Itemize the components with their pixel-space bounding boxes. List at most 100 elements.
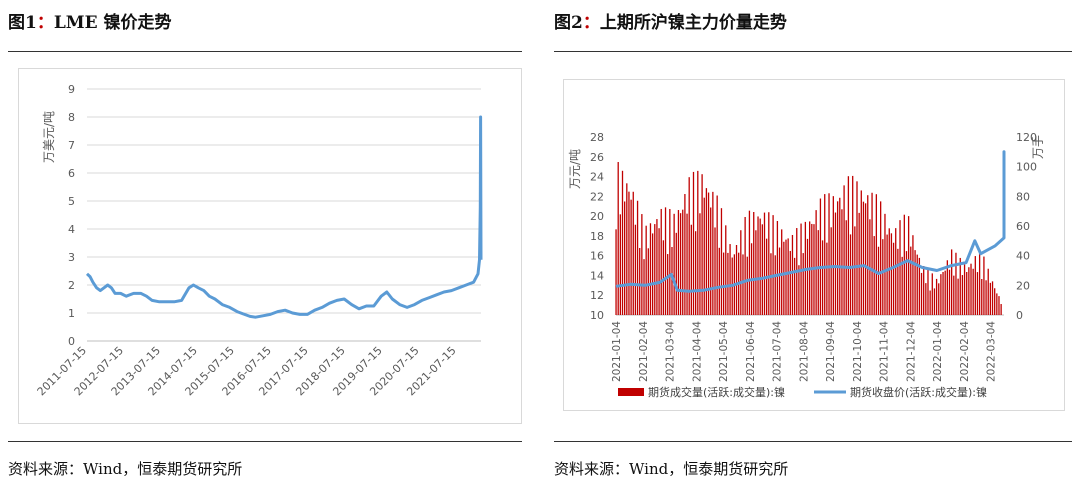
volume-bar xyxy=(619,214,622,315)
right-title-text: 上期所沪镍主力价量走势 xyxy=(599,13,787,33)
volume-bar xyxy=(714,227,716,315)
volume-bar xyxy=(785,239,787,315)
volume-bar xyxy=(968,267,970,315)
volume-bar xyxy=(699,213,701,315)
volume-bar xyxy=(669,209,671,315)
volume-bar xyxy=(918,257,921,315)
y-left-tick-label: 14 xyxy=(590,269,604,282)
volume-bar xyxy=(697,170,699,315)
volume-bar xyxy=(923,265,925,315)
x-tick-label: 2021-03-04 xyxy=(665,321,677,382)
volume-bar xyxy=(953,275,955,315)
volume-bars xyxy=(615,162,1002,315)
volume-bar xyxy=(828,193,830,315)
volume-bar xyxy=(877,246,880,315)
volume-bar xyxy=(976,272,979,315)
volume-bar xyxy=(634,224,637,315)
left-source-note: 资料来源：Wind，恒泰期货研究所 xyxy=(8,460,243,478)
volume-bar xyxy=(798,265,800,315)
volume-bar xyxy=(679,213,682,315)
y-tick-label: 9 xyxy=(68,83,75,96)
volume-bar xyxy=(688,177,690,315)
volume-bar xyxy=(852,175,854,315)
volume-bar xyxy=(860,190,862,315)
volume-bar xyxy=(677,210,680,315)
y-axis-label: 万美元/吨 xyxy=(42,111,56,163)
volume-bar xyxy=(849,234,852,315)
volume-bar xyxy=(836,201,839,315)
volume-bar xyxy=(946,260,949,315)
volume-bar xyxy=(660,208,662,315)
volume-bar xyxy=(744,216,746,315)
volume-bar xyxy=(781,229,783,315)
volume-bar xyxy=(862,201,865,315)
y-left-tick-label: 24 xyxy=(590,171,604,184)
volume-bar xyxy=(682,209,684,315)
volume-bar xyxy=(942,271,944,315)
volume-bar xyxy=(770,253,772,315)
volume-bar xyxy=(673,213,675,315)
x-tick-label: 2021-05-04 xyxy=(718,321,730,382)
legend-bar-label: 期货成交量(活跃:成交量):镍 xyxy=(648,385,785,399)
legend-line-label: 期货收盘价(活跃:成交量):镍 xyxy=(850,385,987,399)
x-tick-label: 2022-02-04 xyxy=(959,321,971,382)
volume-bar xyxy=(935,278,938,315)
volume-bar xyxy=(989,282,992,315)
volume-bar xyxy=(742,254,744,315)
x-tick-label: 2021-01-04 xyxy=(611,321,623,382)
shfe-nickel-chart: 10 12 14 16 18 20 22 24 26 28 0 20 40 60 80 100 120 万元/吨 万… xyxy=(568,131,1045,399)
y-left-tick-label: 12 xyxy=(590,289,604,302)
x-tick-label: 2021-10-04 xyxy=(852,321,864,382)
y-right-tick-label: 40 xyxy=(1016,250,1030,263)
y-tick-label: 4 xyxy=(68,223,75,236)
x-tick-label: 2021-08-04 xyxy=(798,321,810,382)
volume-bar xyxy=(819,198,822,315)
right-title-prefix: 图2 xyxy=(554,13,583,33)
volume-bar xyxy=(871,192,873,315)
volume-bar xyxy=(710,207,712,315)
volume-bar xyxy=(925,283,927,315)
volume-bar xyxy=(705,188,708,315)
right-top-rule xyxy=(554,51,1072,52)
volume-bar xyxy=(654,224,656,315)
y-left-tick-label: 18 xyxy=(590,230,604,243)
volume-bar xyxy=(864,203,867,315)
volume-bar xyxy=(662,240,665,315)
volume-bar xyxy=(658,228,660,315)
left-title-colon: ： xyxy=(36,13,54,33)
left-top-rule xyxy=(8,51,522,52)
y-left-tick-label: 20 xyxy=(590,210,604,223)
y-left-tick-label: 10 xyxy=(590,309,604,322)
volume-bar xyxy=(740,230,742,315)
y-right-tick-label: 60 xyxy=(1016,220,1030,233)
y-right-axis-label: 万手 xyxy=(1031,135,1045,159)
volume-bar xyxy=(985,280,987,315)
y-tick-label: 0 xyxy=(68,335,75,348)
volume-bar xyxy=(961,275,964,315)
volume-bar xyxy=(843,185,845,315)
volume-bar xyxy=(998,296,1000,315)
volume-bar xyxy=(890,233,893,315)
volume-bar xyxy=(841,209,843,315)
volume-bar xyxy=(972,268,974,315)
volume-bar xyxy=(826,242,828,315)
y-tick-label: 1 xyxy=(68,307,75,320)
volume-bar xyxy=(675,232,677,315)
volume-bar xyxy=(755,230,757,315)
y-right-tick-label: 80 xyxy=(1016,190,1030,203)
volume-bar xyxy=(806,238,809,315)
volume-bar xyxy=(929,290,931,315)
left-bottom-rule xyxy=(8,441,522,442)
volume-bar xyxy=(787,238,789,315)
volume-bar xyxy=(707,192,710,315)
volume-bar xyxy=(615,229,617,315)
volume-bar xyxy=(938,283,940,315)
volume-bar xyxy=(746,256,748,315)
right-bottom-rule xyxy=(554,441,1072,442)
volume-bar xyxy=(981,279,983,315)
volume-bar xyxy=(768,212,770,315)
volume-bar xyxy=(761,224,763,315)
volume-bar xyxy=(757,216,759,315)
volume-bar xyxy=(940,274,942,315)
y-left-axis-label: 万元/吨 xyxy=(568,149,582,189)
